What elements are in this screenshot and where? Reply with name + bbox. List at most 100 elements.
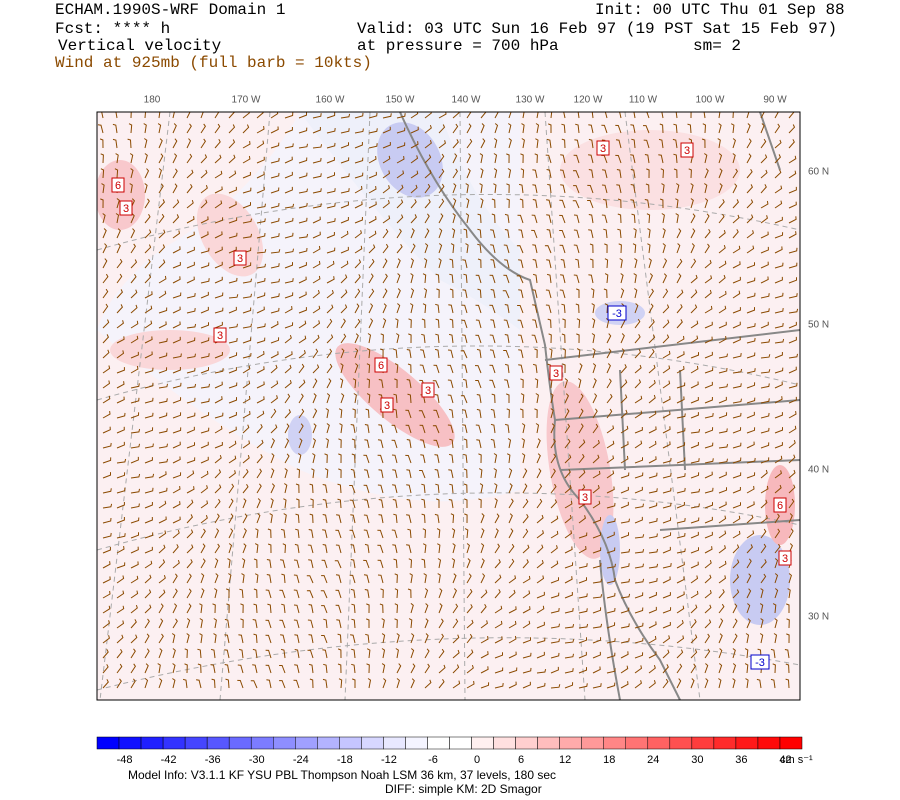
barb <box>746 112 750 119</box>
barb <box>101 112 104 119</box>
barb <box>590 288 595 299</box>
barb <box>546 214 552 224</box>
barb <box>354 217 363 224</box>
barb <box>774 276 783 284</box>
colorbar-label: -30 <box>249 754 265 766</box>
barb <box>592 578 603 584</box>
barb <box>335 574 342 584</box>
barb <box>690 428 701 434</box>
barb <box>788 336 797 344</box>
barb <box>732 307 741 314</box>
barb <box>760 123 765 134</box>
barb <box>634 426 643 434</box>
barb <box>270 217 280 224</box>
barb <box>630 124 636 134</box>
barb <box>354 288 361 299</box>
barb <box>518 364 524 374</box>
barb <box>788 201 797 209</box>
barb <box>746 501 755 509</box>
barb <box>158 648 163 659</box>
barb <box>298 335 307 344</box>
barb <box>452 634 460 644</box>
barb <box>130 546 139 554</box>
barb <box>410 303 414 314</box>
barb <box>588 229 594 239</box>
barb <box>293 619 300 629</box>
barb <box>592 651 601 659</box>
barb <box>465 213 470 224</box>
barb <box>349 574 356 584</box>
barb <box>172 588 178 599</box>
barb <box>662 304 670 314</box>
barb <box>253 603 258 614</box>
barb <box>760 427 770 434</box>
barb <box>130 663 137 674</box>
barb <box>422 543 427 554</box>
barb <box>366 348 371 359</box>
barb <box>490 438 496 449</box>
barb <box>130 428 141 434</box>
barb <box>326 157 335 164</box>
barb <box>732 427 742 434</box>
barb <box>662 350 671 359</box>
barb <box>774 528 781 539</box>
barb <box>410 288 415 299</box>
barb <box>186 138 192 149</box>
barb <box>326 318 333 329</box>
barb <box>732 398 742 404</box>
barb <box>774 618 778 629</box>
barb <box>760 573 767 584</box>
barb <box>242 293 252 299</box>
barb <box>449 288 454 299</box>
barb <box>435 303 440 314</box>
barb <box>391 529 398 539</box>
barb <box>547 318 552 329</box>
barb <box>438 258 442 269</box>
barb <box>662 288 669 299</box>
barb <box>213 618 217 629</box>
barb <box>368 288 375 299</box>
barb <box>253 588 258 599</box>
barb <box>690 183 694 194</box>
barb <box>550 623 560 629</box>
barb <box>144 663 149 674</box>
barb <box>788 216 797 224</box>
barb <box>704 633 711 644</box>
barb <box>210 648 216 659</box>
barb <box>200 573 205 584</box>
barb <box>662 487 672 494</box>
barb <box>270 380 279 389</box>
barb <box>690 335 699 344</box>
barb <box>116 546 125 554</box>
barb <box>256 323 266 329</box>
barb <box>564 653 574 659</box>
barb <box>732 663 737 674</box>
barb <box>448 408 454 419</box>
barb <box>351 648 356 659</box>
barb <box>732 472 742 479</box>
barb <box>158 398 168 404</box>
barb <box>368 112 378 119</box>
barb <box>144 382 154 389</box>
barb <box>732 353 742 359</box>
barb <box>536 112 539 119</box>
barb <box>506 183 510 194</box>
barb <box>437 543 441 554</box>
barb <box>242 513 248 524</box>
barb <box>774 588 779 599</box>
barb <box>662 649 670 659</box>
barb <box>424 112 432 119</box>
barb <box>452 618 459 629</box>
barb <box>352 378 357 389</box>
barb <box>452 183 457 194</box>
barb <box>172 427 182 434</box>
barb <box>158 168 162 179</box>
barb <box>266 574 272 584</box>
barb <box>102 472 111 479</box>
barb <box>228 323 238 329</box>
barb <box>321 605 328 614</box>
barb <box>380 333 384 344</box>
barb <box>340 393 345 404</box>
barb <box>270 233 280 239</box>
barb <box>144 291 153 299</box>
